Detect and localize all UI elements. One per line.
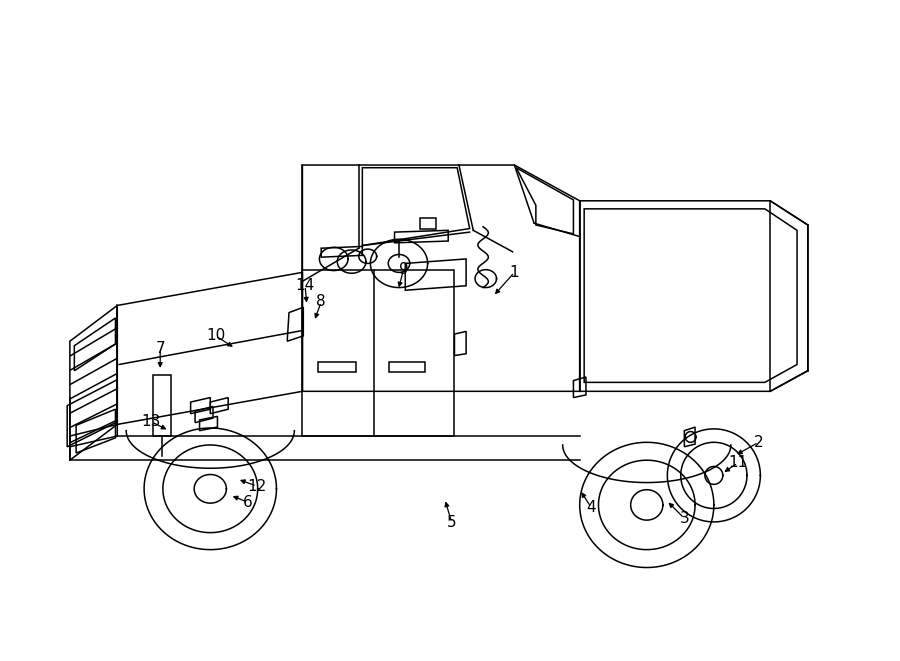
Text: 5: 5: [447, 516, 456, 530]
Text: 8: 8: [317, 294, 326, 309]
Text: 14: 14: [295, 278, 315, 293]
Text: 12: 12: [248, 479, 266, 494]
Text: 10: 10: [206, 329, 225, 343]
Text: 11: 11: [728, 455, 748, 471]
Text: 7: 7: [156, 341, 165, 356]
Text: 13: 13: [141, 414, 161, 429]
Text: 4: 4: [587, 500, 596, 515]
Text: 3: 3: [680, 511, 689, 526]
Text: 2: 2: [754, 435, 763, 449]
Text: 9: 9: [399, 262, 409, 277]
Text: 6: 6: [243, 494, 253, 510]
Text: 1: 1: [509, 265, 519, 280]
